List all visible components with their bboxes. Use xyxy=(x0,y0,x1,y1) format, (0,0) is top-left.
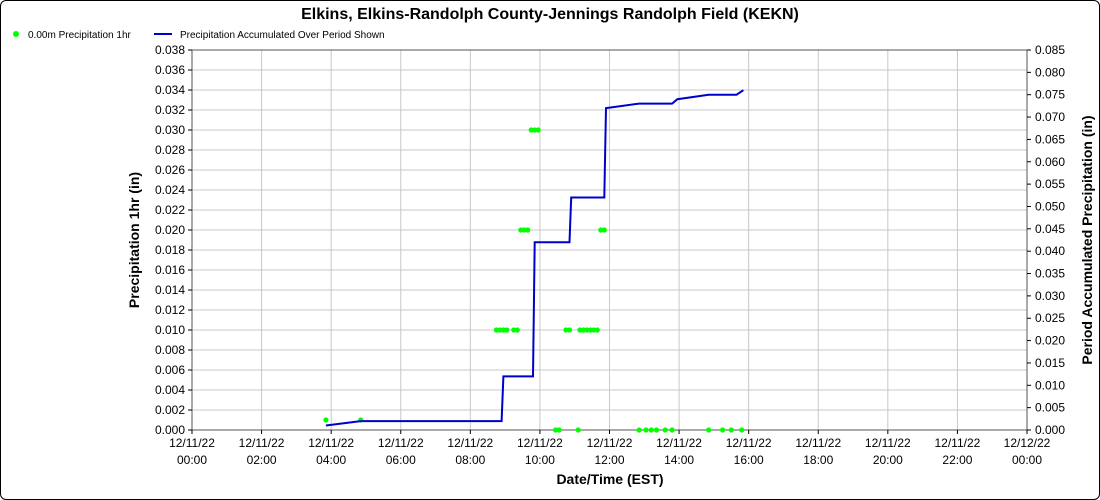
x-axis: 12/11/22 00:00 12/11/22 02:00 12/11/22 04:00 1… xyxy=(169,430,1051,467)
x-tick-label-date: 12/11/22 xyxy=(378,436,424,450)
x-tick-label-date: 12/11/22 xyxy=(517,436,563,450)
left-tick-label: 0.028 xyxy=(155,143,185,157)
precip-1hr-point xyxy=(728,427,734,433)
x-tick-label-time: 12:00 xyxy=(594,453,624,467)
x-tick-label-date: 12/11/22 xyxy=(935,436,981,450)
right-tick-label: 0.070 xyxy=(1035,110,1065,124)
y-axis-label-left: Precipitation 1hr (in) xyxy=(126,172,142,308)
x-tick-label-time: 14:00 xyxy=(664,453,694,467)
x-tick-label-date: 12/11/22 xyxy=(656,436,702,450)
series-layer xyxy=(323,89,745,433)
x-tick-label-date: 12/11/22 xyxy=(587,436,633,450)
precip-1hr-point xyxy=(601,227,607,233)
right-tick-label: 0.060 xyxy=(1035,155,1065,169)
left-tick-label: 0.010 xyxy=(155,323,185,337)
x-tick-label-date: 12/11/22 xyxy=(865,436,911,450)
right-tick-label: 0.045 xyxy=(1035,222,1065,236)
chart-title: Elkins, Elkins-Randolph County-Jennings … xyxy=(301,6,799,23)
precip-1hr-point xyxy=(566,327,573,333)
accumulated-precip-line xyxy=(325,89,744,427)
x-tick-label-time: 06:00 xyxy=(386,453,416,467)
precip-1hr-point xyxy=(653,427,660,433)
legend-label-precip-1hr: 0.00m Precipitation 1hr xyxy=(28,30,132,41)
legend: 0.00m Precipitation 1hr Precipitation Ac… xyxy=(13,30,385,41)
right-tick-label: 0.020 xyxy=(1035,334,1065,348)
left-tick-label: 0.006 xyxy=(155,363,185,377)
precip-1hr-point xyxy=(648,427,654,433)
left-tick-label: 0.000 xyxy=(155,423,185,437)
left-tick-label: 0.024 xyxy=(155,183,185,197)
left-tick-label: 0.016 xyxy=(155,263,185,277)
right-tick-label: 0.035 xyxy=(1035,267,1065,281)
left-tick-label: 0.036 xyxy=(155,63,185,77)
x-axis-label: Date/Time (EST) xyxy=(556,471,663,487)
left-tick-label: 0.012 xyxy=(155,303,185,317)
precip-1hr-point xyxy=(575,427,581,433)
x-tick-label-date: 12/11/22 xyxy=(447,436,493,450)
left-tick-label: 0.004 xyxy=(155,383,185,397)
right-tick-label: 0.000 xyxy=(1035,423,1065,437)
left-tick-label: 0.008 xyxy=(155,343,185,357)
left-axis: 0.000 0.002 0.004 0.006 0.008 0.010 0.012 0.014… xyxy=(155,43,192,437)
right-tick-label: 0.075 xyxy=(1035,88,1065,102)
x-tick-label-time: 22:00 xyxy=(942,453,972,467)
precip-1hr-point xyxy=(636,427,642,433)
right-tick-label: 0.050 xyxy=(1035,199,1065,213)
left-tick-label: 0.034 xyxy=(155,83,185,97)
right-tick-label: 0.030 xyxy=(1035,289,1065,303)
right-axis: 0.000 0.005 0.010 0.015 0.020 0.025 0.030 0.035… xyxy=(1027,43,1065,437)
right-tick-label: 0.040 xyxy=(1035,244,1065,258)
precip-1hr-point xyxy=(514,327,520,333)
x-tick-label-date: 12/11/22 xyxy=(726,436,772,450)
precip-1hr-point xyxy=(525,227,531,233)
right-tick-label: 0.065 xyxy=(1035,132,1065,146)
right-tick-label: 0.080 xyxy=(1035,65,1065,79)
right-tick-label: 0.010 xyxy=(1035,378,1065,392)
left-tick-label: 0.002 xyxy=(155,403,185,417)
x-tick-label-date: 12/12/22 xyxy=(1004,436,1051,450)
precip-1hr-point xyxy=(662,427,668,433)
legend-label-accumulated: Precipitation Accumulated Over Period Sh… xyxy=(180,30,385,41)
x-tick-label-time: 18:00 xyxy=(803,453,833,467)
legend-marker-precip-1hr xyxy=(13,31,19,37)
right-tick-label: 0.015 xyxy=(1035,356,1065,370)
x-tick-label-time: 10:00 xyxy=(525,453,555,467)
precip-1hr-point xyxy=(556,427,562,433)
y-axis-label-right: Period Accumulated Precipitation (in) xyxy=(1079,115,1095,364)
x-tick-label-date: 12/11/22 xyxy=(169,436,215,450)
precip-1hr-point xyxy=(535,127,541,133)
left-tick-label: 0.020 xyxy=(155,223,185,237)
precip-1hr-point xyxy=(643,427,649,433)
x-tick-label-time: 00:00 xyxy=(1012,453,1042,467)
x-tick-label-time: 02:00 xyxy=(247,453,277,467)
precip-1hr-point xyxy=(594,327,600,333)
x-tick-label-time: 08:00 xyxy=(455,453,485,467)
right-tick-label: 0.025 xyxy=(1035,311,1065,325)
x-tick-label-date: 12/11/22 xyxy=(239,436,285,450)
left-tick-label: 0.014 xyxy=(155,283,185,297)
x-tick-label-date: 12/11/22 xyxy=(795,436,841,450)
right-tick-label: 0.085 xyxy=(1035,43,1065,57)
x-tick-label-time: 20:00 xyxy=(873,453,903,467)
precip-1hr-point xyxy=(669,427,675,433)
x-tick-label-time: 16:00 xyxy=(734,453,764,467)
precip-1hr-point xyxy=(706,427,712,433)
precip-1hr-point xyxy=(504,327,510,333)
x-tick-label-time: 00:00 xyxy=(177,453,207,467)
left-tick-label: 0.038 xyxy=(155,43,185,57)
right-tick-label: 0.005 xyxy=(1035,401,1065,415)
right-tick-label: 0.055 xyxy=(1035,177,1065,191)
x-tick-label-time: 04:00 xyxy=(316,453,346,467)
left-tick-label: 0.030 xyxy=(155,123,185,137)
left-tick-label: 0.026 xyxy=(155,163,185,177)
x-tick-label-date: 12/11/22 xyxy=(308,436,354,450)
precip-1hr-point xyxy=(739,427,745,433)
left-tick-label: 0.032 xyxy=(155,103,185,117)
precip-1hr-point xyxy=(720,427,726,433)
left-tick-label: 0.022 xyxy=(155,203,185,217)
left-tick-label: 0.018 xyxy=(155,243,185,257)
precip-1hr-point xyxy=(323,417,329,423)
